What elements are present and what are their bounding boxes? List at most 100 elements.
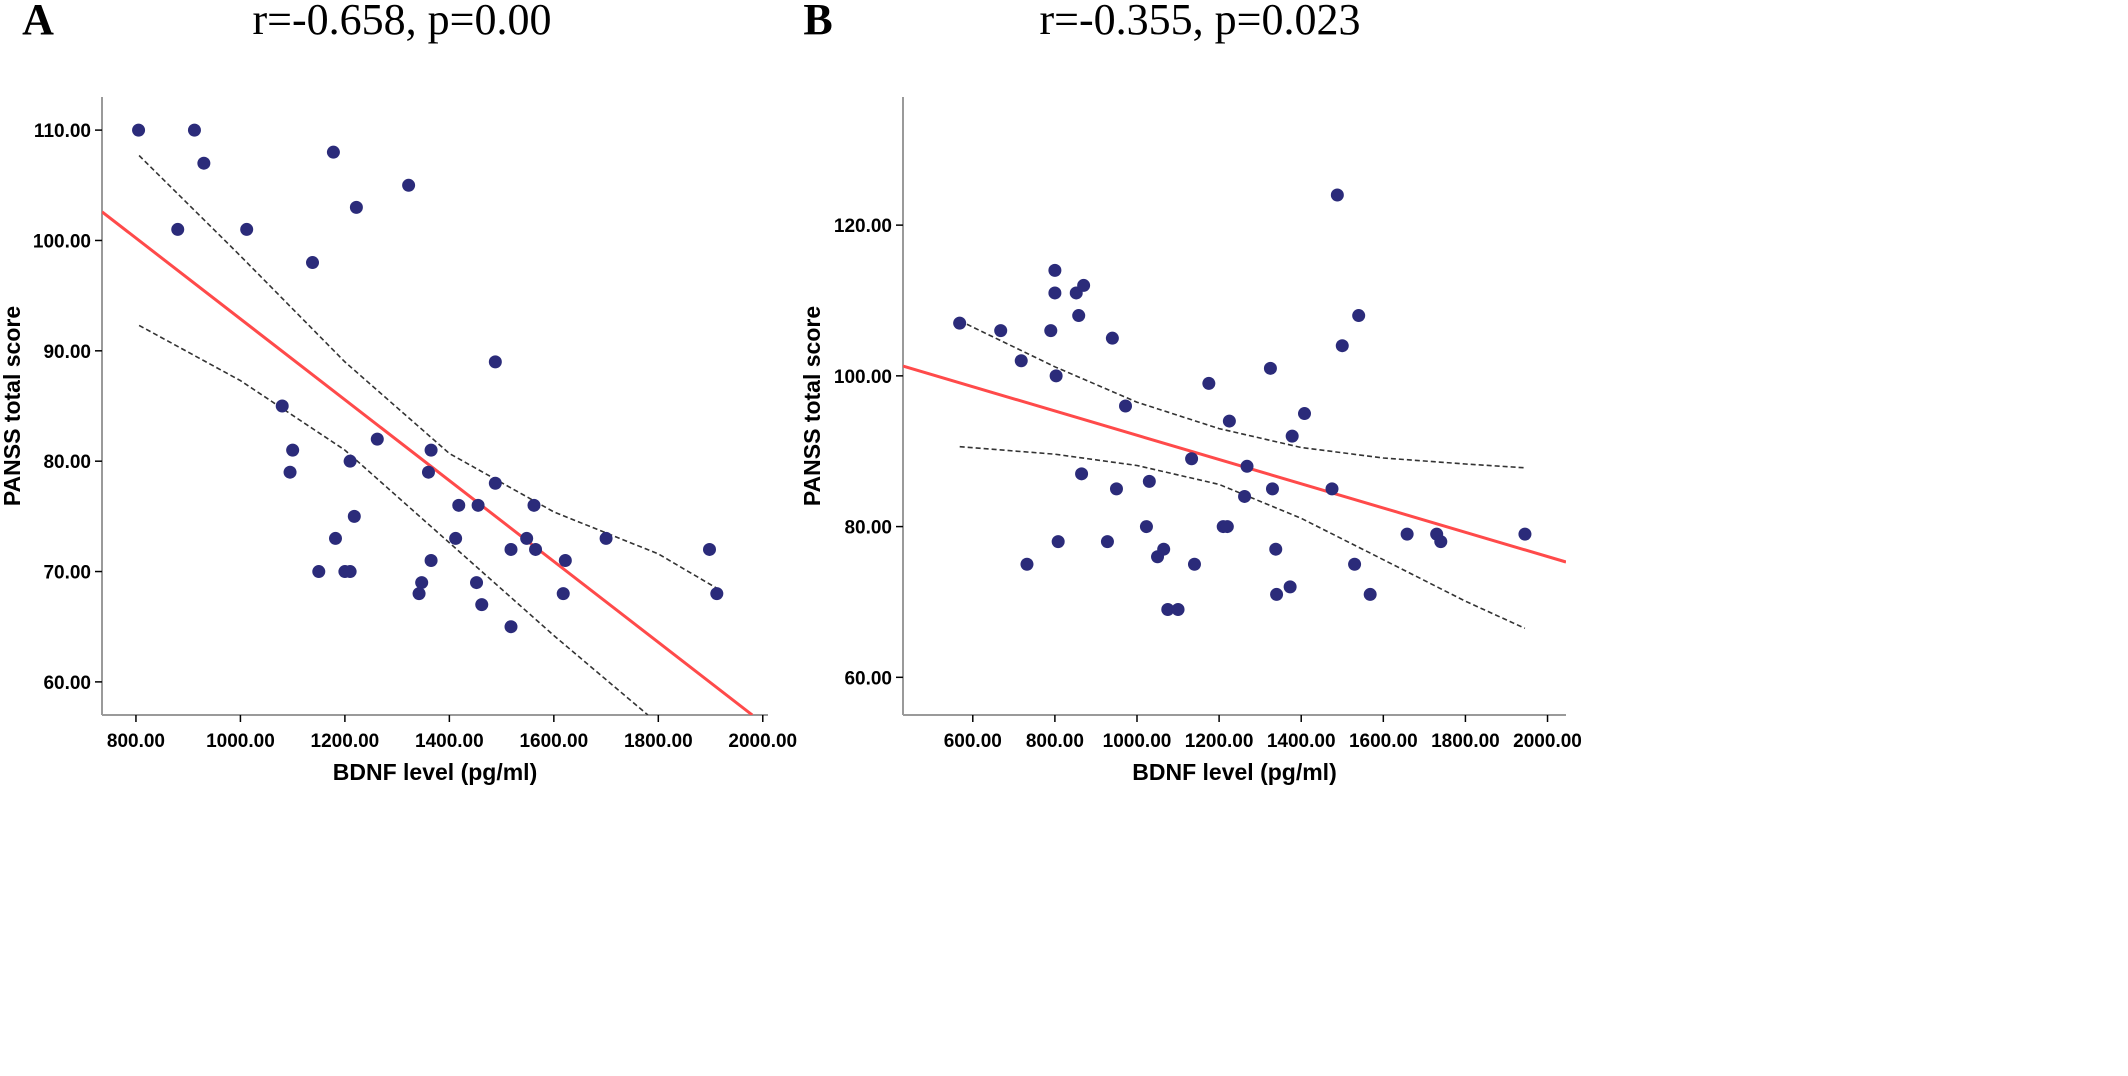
panel-a-y-tick-label: 80.00 [43,452,91,473]
panel-b-data-point [1240,459,1254,473]
panel-a-data-point [275,399,289,413]
panel-a-data-point [529,542,543,556]
panel-b-title: r=-0.355, p=0.023 [1040,0,1361,44]
panel-a-data-point [424,554,438,567]
panel-a-data-point [475,598,489,612]
panel-b-data-point [1352,309,1366,323]
panel-b-data-point [1157,542,1171,556]
panel-b-data-point [1077,278,1091,292]
panel-a-x-tick-label: 1000.00 [206,731,275,752]
panel-b-data-point [1187,557,1201,571]
panel-b-data-point [1434,535,1448,549]
panel-a-data-point [452,498,466,512]
panel-b-x-tick-label: 2000.00 [1513,731,1582,752]
panel-a-data-point [471,498,485,512]
panel-b-x-tick-label: 800.00 [1026,731,1084,752]
panel-b-x-tick-label: 1000.00 [1103,731,1172,752]
panel-a-data-point [527,498,541,512]
panel-a-data-point [286,443,300,457]
panel-a-y-tick-label: 70.00 [43,563,91,584]
panel-b-data-point [1238,489,1252,503]
panel-b-data-point [1020,557,1034,571]
panel-a-data-point [504,620,518,634]
panel-a-data-point [328,531,342,545]
panel-a-data-point [470,576,484,590]
panel-b-data-point [1048,286,1062,300]
panel-a-fit-line [102,210,754,715]
panel-a-data-point [415,576,429,590]
panel-b-data-point [1265,482,1279,496]
panel-b-data-point [1269,542,1283,556]
panel-a-data-point [520,531,534,545]
panel-a-data-point [312,565,326,579]
panel-b-data-point [1051,535,1065,549]
panel-b-data-point [1171,602,1185,616]
panel-a-y-tick-label: 100.00 [33,231,91,252]
panel-b-data-point [1142,474,1156,488]
panel-b-data-point [1072,309,1086,323]
panel-b-y-tick-label: 120.00 [834,216,892,237]
panel-a-data-point [488,355,502,369]
panel-a-x-tick-label: 2000.00 [728,731,797,752]
panel-b-data-point [1297,407,1311,421]
panel-b-x-tick-label: 1400.00 [1267,731,1336,752]
panel-a-data-point [240,222,254,236]
panel-b-data-point [1048,263,1062,277]
panel-b-data-point [1100,535,1114,549]
panel-b-data-point [1325,482,1339,496]
panel-b-data-point [1363,587,1377,601]
panel-b-y-tick-label: 80.00 [844,518,892,539]
panel-b-x-tick-label: 600.00 [944,731,1002,752]
panel-b-data-point [1222,414,1236,428]
panel-b-data-point [1202,376,1216,390]
panel-b-data-point [1283,580,1297,594]
panel-b-data-point [1139,520,1153,534]
panel-b-x-tick-label: 1200.00 [1185,731,1254,752]
panel-a-y-tick-label: 90.00 [43,342,91,363]
panel-b-data-point [1263,361,1277,375]
panel-a-data-point [349,200,363,214]
panel-b-x-axis-title: BDNF level (pg/ml) [1132,759,1336,785]
panel-a-x-axis-title: BDNF level (pg/ml) [333,759,537,785]
panel-a-letter: A [22,0,54,44]
panel-a-data-point [326,145,340,159]
panel-b-data-point [1049,369,1063,383]
panel-b-data-point [1335,339,1349,353]
panel-a-data-point [599,531,613,545]
panel-b-x-tick-label: 1600.00 [1349,731,1418,752]
panel-b-data-point [1285,429,1299,443]
panel-b-y-tick-label: 100.00 [834,367,892,388]
panel-b-ci-upper [959,320,1525,469]
panel-b-data-point [1270,587,1284,601]
panel-a-x-tick-label: 1800.00 [624,731,693,752]
panel-a-data-point [197,156,211,170]
panel-a-y-axis-title: PANSS total score [0,306,25,506]
panel-b-data-point [1348,557,1362,571]
panel-a-data-point [370,432,384,446]
panel-b-data-point [1161,602,1175,616]
panel-b-data-point [1014,354,1028,368]
panel-b-fit-line [903,364,1566,564]
panel-b-data-point [1109,482,1123,496]
panel-b-data-point [1185,452,1199,466]
panel-a-x-tick-label: 1600.00 [519,731,588,752]
panel-a-title: r=-0.658, p=0.00 [253,0,552,44]
panel-b-data-point [1518,527,1532,541]
panel-a-data-point [556,587,570,601]
panel-a-data-point [449,531,463,545]
panel-b-data-point [953,316,967,330]
panel-a-data-point [343,454,357,468]
panel-a-data-point [488,476,502,490]
panel-a-data-point [343,565,357,579]
panel-a-data-point [402,178,416,192]
panel-b-data-point [1400,527,1414,541]
panel-a-x-tick-label: 1400.00 [415,731,484,752]
panel-b-letter: B [803,0,832,44]
panel-a-data-point [702,542,716,556]
panel-a-data-point [710,587,724,601]
panel-b-data-point [1044,324,1058,338]
panel-a-x-tick-label: 800.00 [107,731,165,752]
panel-b-data-point [1330,188,1344,202]
